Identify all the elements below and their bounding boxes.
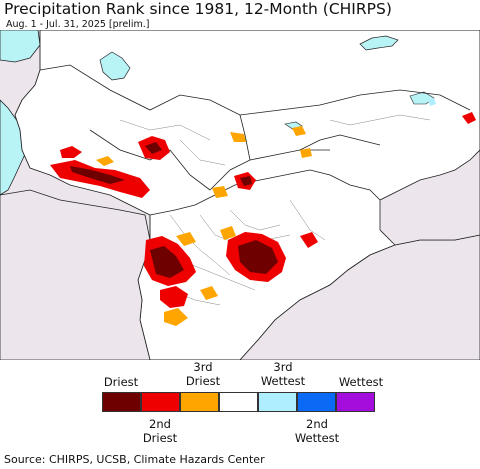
aral-sea (99, 51, 131, 81)
source-credit: Source: CHIRPS, UCSB, Climate Hazards Ce… (4, 453, 265, 466)
legend-swatch-wettest (336, 392, 375, 412)
legend-swatch-2nd-wettest (297, 392, 336, 412)
legend-swatch-3rd-driest (180, 392, 219, 412)
legend-swatch-normal (219, 392, 258, 412)
precipitation-rank-map (0, 30, 480, 360)
caspian-north (0, 30, 41, 63)
legend-label-3rd-wettest: 3rd Wettest (260, 360, 306, 388)
legend-label-wettest: Wettest (338, 375, 384, 389)
east-region (379, 149, 480, 246)
legend-label-3rd-driest: 3rd Driest (185, 360, 221, 388)
legend-swatch-2nd-driest (141, 392, 180, 412)
iran-region (0, 189, 151, 360)
map-title: Precipitation Rank since 1981, 12-Month … (4, 0, 392, 18)
legend-label-driest: Driest (103, 375, 139, 389)
dry-anomalies (50, 112, 476, 326)
legend-label-2nd-wettest: 2nd Wettest (294, 417, 340, 445)
wet-anomaly (428, 98, 436, 106)
legend-swatch-driest (102, 392, 141, 412)
lake-balkhash (359, 35, 399, 51)
map-subtitle: Aug. 1 - Jul. 31, 2025 [prelim.] (6, 19, 150, 30)
legend-label-2nd-driest: 2nd Driest (142, 417, 178, 445)
caspian-sea (0, 99, 27, 196)
legend: Driest 3rd Driest 3rd Wettest Wettest 2n… (0, 360, 480, 450)
legend-swatch-3rd-wettest (258, 392, 297, 412)
